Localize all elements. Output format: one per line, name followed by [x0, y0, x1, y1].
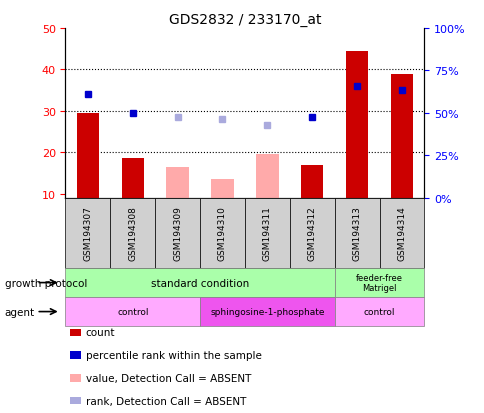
Text: rank, Detection Call = ABSENT: rank, Detection Call = ABSENT	[86, 396, 246, 406]
Bar	[390, 74, 412, 198]
Text: percentile rank within the sample: percentile rank within the sample	[86, 350, 261, 360]
Text: value, Detection Call = ABSENT: value, Detection Call = ABSENT	[86, 373, 251, 383]
Text: sphingosine-1-phosphate: sphingosine-1-phosphate	[210, 307, 324, 316]
Title: GDS2832 / 233170_at: GDS2832 / 233170_at	[168, 12, 320, 26]
Text: GSM194307: GSM194307	[83, 206, 92, 261]
Text: control: control	[363, 307, 394, 316]
Bar	[301, 165, 323, 198]
Text: growth protocol: growth protocol	[5, 278, 87, 288]
Text: count: count	[86, 328, 115, 337]
Bar	[345, 52, 367, 198]
Text: GSM194310: GSM194310	[217, 206, 227, 261]
Bar	[256, 155, 278, 198]
Text: control: control	[117, 307, 148, 316]
Text: GSM194311: GSM194311	[262, 206, 272, 261]
Bar	[121, 159, 144, 198]
Bar	[76, 114, 99, 198]
Text: GSM194314: GSM194314	[396, 206, 406, 261]
Text: agent: agent	[5, 307, 35, 317]
Text: GSM194312: GSM194312	[307, 206, 316, 261]
Text: GSM194309: GSM194309	[173, 206, 182, 261]
Text: GSM194308: GSM194308	[128, 206, 137, 261]
Text: standard condition: standard condition	[151, 278, 249, 288]
Bar	[211, 180, 233, 198]
Text: GSM194313: GSM194313	[352, 206, 361, 261]
Bar	[166, 167, 188, 198]
Text: feeder-free
Matrigel: feeder-free Matrigel	[355, 273, 402, 292]
